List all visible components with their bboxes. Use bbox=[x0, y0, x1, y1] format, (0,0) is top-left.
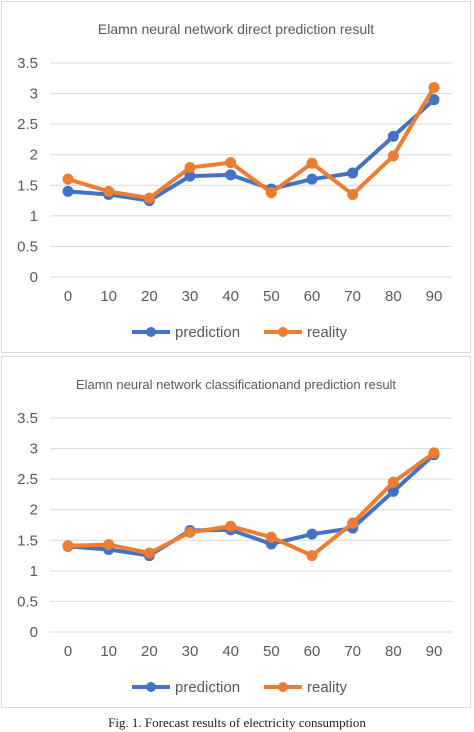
data-point-reality bbox=[387, 150, 399, 162]
data-point-reality bbox=[62, 173, 74, 185]
figure-caption: Fig. 1. Forecast results of electricity … bbox=[108, 715, 366, 730]
y-tick-label: 0.5 bbox=[17, 593, 38, 610]
legend-marker-prediction bbox=[146, 327, 156, 337]
x-tick-label: 20 bbox=[141, 288, 158, 305]
data-point-reality bbox=[347, 188, 359, 200]
data-point-reality bbox=[428, 81, 440, 93]
data-point-reality bbox=[184, 162, 196, 174]
legend-label-reality: reality bbox=[307, 324, 348, 341]
x-tick-label: 40 bbox=[222, 288, 239, 305]
x-tick-label: 80 bbox=[385, 288, 402, 305]
data-point-reality bbox=[225, 157, 237, 169]
y-tick-label: 0 bbox=[30, 269, 38, 286]
x-tick-label: 10 bbox=[100, 288, 117, 305]
y-tick-label: 2 bbox=[30, 502, 38, 519]
series-line-prediction bbox=[66, 452, 436, 558]
data-point-prediction bbox=[347, 167, 359, 179]
chart-direct: Elamn neural network direct prediction r… bbox=[17, 21, 452, 341]
chart-classification: Elamn neural network classificationand p… bbox=[17, 377, 452, 696]
data-point-reality bbox=[306, 157, 318, 169]
y-tick-label: 1.5 bbox=[17, 532, 38, 549]
data-point-reality bbox=[306, 550, 318, 562]
series-line-reality bbox=[66, 450, 436, 558]
y-tick-label: 0.5 bbox=[17, 238, 38, 255]
x-tick-label: 90 bbox=[426, 288, 443, 305]
y-tick-label: 3.5 bbox=[17, 55, 38, 72]
legend-marker-reality bbox=[278, 682, 288, 692]
data-point-reality bbox=[387, 476, 399, 488]
chart-panel-direct: Elamn neural network direct prediction r… bbox=[1, 1, 471, 353]
legend-label-prediction: prediction bbox=[175, 679, 240, 696]
y-tick-label: 2.5 bbox=[17, 116, 38, 133]
x-tick-label: 30 bbox=[182, 643, 199, 660]
x-tick-label: 0 bbox=[64, 288, 72, 305]
data-point-prediction bbox=[306, 528, 318, 540]
data-point-reality bbox=[347, 517, 359, 529]
data-point-prediction bbox=[62, 185, 74, 197]
data-point-prediction bbox=[387, 130, 399, 142]
y-tick-label: 3 bbox=[30, 441, 38, 458]
chart-title: Elamn neural network direct prediction r… bbox=[98, 21, 374, 37]
data-point-reality bbox=[103, 185, 115, 197]
data-point-reality bbox=[225, 520, 237, 532]
x-tick-label: 60 bbox=[304, 288, 321, 305]
legend-label-prediction: prediction bbox=[175, 324, 240, 341]
y-tick-label: 3.5 bbox=[17, 410, 38, 427]
series-line-reality bbox=[66, 85, 436, 201]
x-tick-label: 10 bbox=[100, 643, 117, 660]
y-tick-label: 1 bbox=[30, 208, 38, 225]
chart-title: Elamn neural network classificationand p… bbox=[76, 377, 396, 392]
legend-marker-reality bbox=[278, 327, 288, 337]
series-line-prediction bbox=[66, 97, 436, 203]
legend-marker-prediction bbox=[146, 682, 156, 692]
x-tick-label: 20 bbox=[141, 643, 158, 660]
x-tick-label: 50 bbox=[263, 288, 280, 305]
data-point-reality bbox=[265, 531, 277, 543]
data-point-prediction bbox=[306, 173, 318, 185]
data-point-reality bbox=[62, 540, 74, 552]
chart-panel-classification: Elamn neural network classificationand p… bbox=[1, 356, 471, 708]
x-tick-label: 60 bbox=[304, 643, 321, 660]
x-tick-label: 70 bbox=[344, 643, 361, 660]
data-point-reality bbox=[103, 539, 115, 551]
x-tick-label: 0 bbox=[64, 643, 72, 660]
y-tick-label: 1.5 bbox=[17, 177, 38, 194]
y-tick-label: 1 bbox=[30, 563, 38, 580]
x-tick-label: 40 bbox=[222, 643, 239, 660]
data-point-reality bbox=[143, 547, 155, 559]
x-tick-label: 80 bbox=[385, 643, 402, 660]
x-tick-label: 30 bbox=[182, 288, 199, 305]
y-tick-label: 2 bbox=[30, 147, 38, 164]
data-point-prediction bbox=[225, 169, 237, 181]
x-tick-label: 50 bbox=[263, 643, 280, 660]
x-tick-label: 70 bbox=[344, 288, 361, 305]
x-tick-label: 90 bbox=[426, 643, 443, 660]
y-tick-label: 0 bbox=[30, 624, 38, 641]
y-tick-label: 2.5 bbox=[17, 471, 38, 488]
data-point-reality bbox=[428, 447, 440, 459]
data-point-reality bbox=[184, 526, 196, 538]
legend-label-reality: reality bbox=[307, 679, 348, 696]
data-point-reality bbox=[265, 187, 277, 199]
data-point-reality bbox=[143, 192, 155, 204]
y-tick-label: 3 bbox=[30, 86, 38, 103]
